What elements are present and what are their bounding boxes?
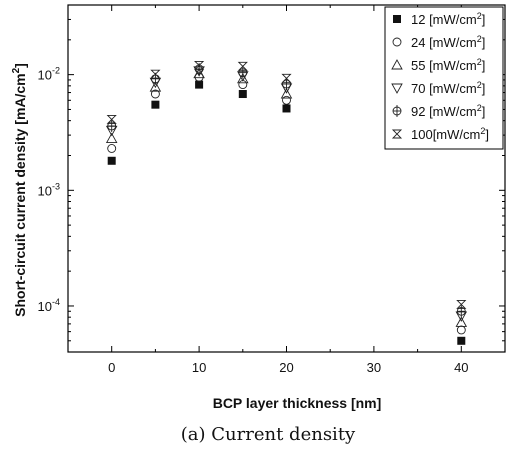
x-tick-label: 20 <box>279 360 293 375</box>
data-point-circle-cross <box>107 119 117 132</box>
legend-marker <box>392 37 402 47</box>
legend-box <box>384 6 504 150</box>
legend-entry: 70 [mW/cm2] <box>411 80 485 96</box>
data-point-filled-square <box>238 90 247 99</box>
data-point-bowtie <box>456 300 467 309</box>
legend-marker <box>391 129 403 139</box>
legend-entry: 100[mW/cm2] <box>411 126 489 142</box>
x-axis-label: BCP layer thickness [nm] <box>213 395 382 411</box>
data-point-triangle-up <box>237 72 249 84</box>
x-tick-label: 10 <box>192 360 206 375</box>
data-point-circle-cross <box>238 66 248 79</box>
data-point-filled-square <box>457 336 466 345</box>
x-tick-label: 0 <box>108 360 115 375</box>
data-point-bowtie <box>281 73 292 83</box>
legend-marker <box>391 59 403 70</box>
y-tick-label: 10-2 <box>38 66 60 83</box>
legend-marker <box>392 105 402 117</box>
data-point-bowtie <box>106 114 117 124</box>
legend-marker <box>391 83 403 94</box>
y-tick-label: 10-3 <box>38 181 60 198</box>
figure-caption: (a) Current density <box>181 424 356 445</box>
data-point-bowtie <box>194 61 205 70</box>
data-point-circle <box>150 89 160 99</box>
data-point-triangle-up <box>193 67 205 79</box>
legend-entry: 55 [mW/cm2] <box>411 57 485 73</box>
data-point-bowtie <box>150 69 161 79</box>
legend-marker <box>393 15 401 23</box>
legend-entry: 92 [mW/cm2] <box>411 103 485 119</box>
y-tick-label: 10-4 <box>38 297 60 314</box>
data-point-circle <box>456 325 466 335</box>
data-point-triangle-up <box>280 88 293 99</box>
data-point-filled-square <box>195 80 204 89</box>
y-axis-label: Short-circuit current density [mA/cm2] <box>11 63 28 317</box>
data-point-circle <box>282 95 291 105</box>
x-tick-label: 30 <box>367 360 381 375</box>
legend-entry: 12 [mW/cm2] <box>411 11 485 27</box>
data-point-triangle-up <box>149 81 162 92</box>
data-point-triangle-up <box>455 316 468 327</box>
data-point-circle-cross <box>282 77 291 90</box>
data-point-filled-square <box>107 156 116 165</box>
data-point-circle-cross <box>456 305 466 318</box>
data-point-circle <box>107 144 117 153</box>
data-point-filled-square <box>282 104 291 113</box>
data-point-filled-square <box>151 100 160 109</box>
data-point-bowtie <box>237 61 248 71</box>
data-point-circle <box>238 80 248 90</box>
data-point-triangle-up <box>105 132 118 144</box>
legend-entry: 24 [mW/cm2] <box>411 34 485 50</box>
x-tick-label: 40 <box>454 360 468 375</box>
data-point-circle-cross <box>150 72 160 85</box>
